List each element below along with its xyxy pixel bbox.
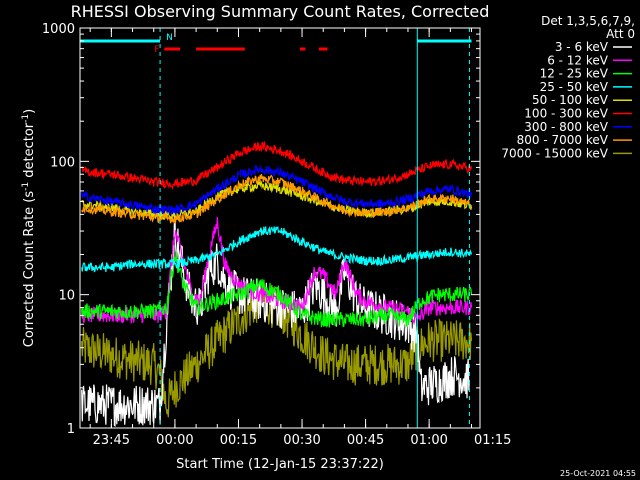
legend-header-detectors: Det 1,3,5,6,7,9,: [541, 14, 635, 28]
y-axis-label-sup1: -1: [21, 182, 31, 191]
y-tick-label: 10: [58, 289, 75, 304]
series-line-800-7000-kev: [81, 174, 473, 224]
legend-header-attenuator: Att 0: [606, 27, 635, 41]
legend-entry-label: 300 - 800 keV: [524, 120, 608, 134]
x-axis-label: Start Time (12-Jan-15 23:37:22): [176, 457, 384, 472]
y-tick-label: 100: [50, 155, 75, 170]
series-line-300-800-kev: [81, 164, 473, 216]
y-tick-label: 1000: [42, 22, 75, 37]
y-axis-label-part2: detector: [22, 122, 37, 182]
chart-title: RHESSI Observing Summary Count Rates, Co…: [71, 2, 490, 21]
legend-entry-label: 12 - 25 keV: [540, 67, 609, 81]
x-tick-label: 23:45: [93, 433, 130, 448]
marker-layer: NF: [80, 28, 472, 428]
x-tick-label: 00:45: [347, 433, 384, 448]
series-layer: [81, 140, 473, 427]
legend-entry-label: 50 - 100 keV: [532, 93, 609, 107]
series-line-50-100-kev: [81, 179, 473, 221]
plot-frame: [79, 27, 481, 429]
legend-entry-label: 6 - 12 keV: [547, 53, 609, 67]
series-line-100-300-kev: [81, 140, 473, 191]
x-tick-label: 00:15: [220, 433, 257, 448]
y-axis-label-part3: ): [22, 109, 37, 114]
y-axis-label-part1: Corrected Count Rate (s: [22, 191, 37, 348]
legend-entry-label: 7000 - 15000 keV: [501, 146, 608, 160]
series-line-12-25-kev: [81, 251, 473, 328]
x-tick-label: 00:00: [156, 433, 193, 448]
y-axis-label: Corrected Count Rate (s-1 detector-1): [21, 109, 37, 347]
night-marker-label: N: [166, 33, 173, 43]
generated-timestamp: 25-Oct-2021 04:55: [560, 469, 636, 478]
flare-marker-label: F: [154, 45, 159, 55]
x-tick-label: 01:15: [474, 433, 511, 448]
series-line-6-12-kev: [81, 216, 473, 326]
x-axis: 23:45 00:00 00:15 00:30 00:45 01:00 01:15: [89, 28, 511, 448]
legend-entry-label: 800 - 7000 keV: [517, 133, 609, 147]
legend-entry-label: 100 - 300 keV: [524, 107, 608, 121]
y-axis-label-sup2: -1: [21, 114, 31, 123]
x-tick-label: 01:00: [410, 433, 447, 448]
x-tick-label: 00:30: [283, 433, 320, 448]
series-line-25-50-kev: [81, 225, 473, 273]
legend-entry-label: 25 - 50 keV: [540, 80, 609, 94]
y-axis: 1 10 100 1000: [42, 22, 480, 437]
legend-entry-label: 3 - 6 keV: [555, 40, 609, 54]
y-tick-label: 1: [67, 422, 75, 437]
